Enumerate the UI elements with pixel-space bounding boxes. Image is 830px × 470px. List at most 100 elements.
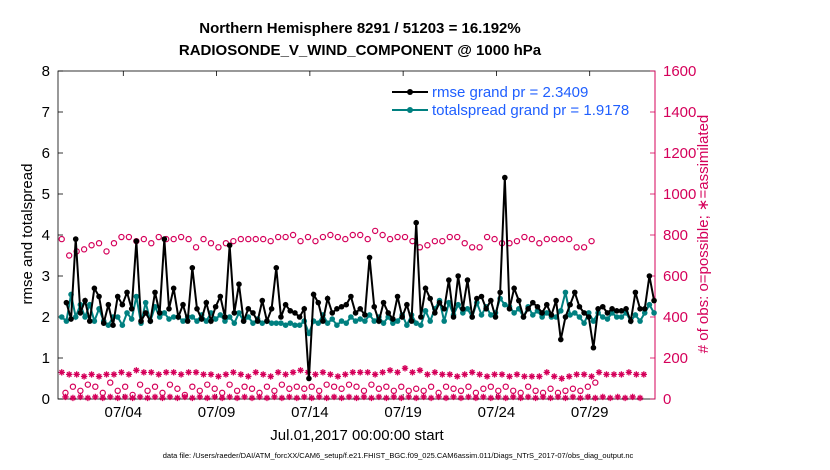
- obs-assimilated-marker: [144, 394, 151, 402]
- obs-possible-marker: [569, 385, 577, 392]
- obs-possible-marker: [371, 227, 379, 235]
- obs-possible-marker: [480, 385, 487, 392]
- rmse-point: [571, 289, 578, 296]
- rmse-point: [390, 316, 396, 322]
- obs-assimilated-marker: [409, 369, 416, 376]
- totalspread-point: [278, 320, 284, 326]
- totalspread-point: [268, 320, 275, 326]
- obs-assimilated-marker: [159, 394, 166, 402]
- rmse-point: [637, 306, 643, 312]
- obs-assimilated-marker: [539, 393, 547, 401]
- obs-assimilated-marker: [439, 371, 446, 378]
- obs-assimilated-marker: [394, 369, 401, 376]
- obs-assimilated-marker: [114, 394, 121, 402]
- x-tick-label: 07/24: [478, 404, 516, 421]
- rmse-point: [520, 314, 527, 320]
- totalspread-point: [646, 301, 653, 308]
- rmse-point: [399, 314, 406, 320]
- rmse-point: [222, 314, 228, 320]
- obs-assimilated-marker: [282, 371, 289, 378]
- rmse-point: [585, 314, 592, 320]
- rmse-point: [91, 285, 98, 292]
- totalspread-point: [571, 310, 578, 316]
- obs-assimilated-marker: [289, 369, 297, 376]
- obs-possible-marker: [551, 235, 558, 243]
- totalspread-point: [427, 318, 433, 324]
- obs-assimilated-marker: [431, 369, 439, 376]
- y-tick-label-right: 600: [663, 268, 688, 285]
- x-tick-label: 07/09: [198, 404, 236, 421]
- totalspread-point: [63, 318, 70, 324]
- obs-assimilated-marker: [420, 393, 427, 401]
- obs-assimilated-marker: [364, 369, 371, 376]
- obs-assimilated-marker: [312, 371, 319, 378]
- obs-possible-marker: [547, 385, 554, 392]
- obs-assimilated-marker: [125, 371, 133, 378]
- obs-possible-marker: [274, 233, 282, 241]
- totalspread-point: [380, 320, 387, 326]
- obs-assimilated-marker: [65, 371, 73, 378]
- rmse-point: [343, 301, 350, 308]
- rmse-point: [338, 303, 345, 310]
- rmse-point: [217, 293, 224, 300]
- obs-assimilated-marker: [260, 371, 267, 378]
- totalspread-point: [324, 320, 331, 326]
- rmse-point: [627, 318, 634, 324]
- totalspread-point: [194, 318, 200, 324]
- rmse-point: [240, 318, 247, 324]
- obs-possible-marker: [584, 383, 592, 390]
- obs-assimilated-marker: [607, 394, 614, 402]
- totalspread-point: [404, 322, 410, 329]
- obs-assimilated-marker: [315, 393, 323, 401]
- obs-assimilated-marker: [368, 394, 375, 402]
- rmse-point: [124, 289, 130, 296]
- rmse-point: [72, 236, 79, 242]
- obs-possible-marker: [278, 381, 286, 388]
- obs-possible-marker: [263, 383, 271, 390]
- rmse-point: [282, 301, 289, 308]
- rmse-point: [362, 312, 368, 318]
- obs-possible-marker: [580, 244, 588, 251]
- rmse-point: [208, 318, 214, 324]
- obs-possible-marker: [319, 233, 327, 241]
- obs-assimilated-marker: [405, 393, 412, 401]
- obs-possible-marker: [450, 385, 457, 392]
- rmse-point: [567, 301, 573, 308]
- obs-possible-marker: [577, 387, 584, 394]
- rmse-point: [296, 314, 303, 320]
- obs-assimilated-marker: [565, 373, 573, 380]
- obs-assimilated-marker: [181, 393, 189, 401]
- totalspread-point: [82, 314, 88, 320]
- rmse-point: [618, 308, 625, 314]
- totalspread-point: [124, 310, 130, 316]
- rmse-point: [142, 310, 149, 316]
- rmse-point: [641, 306, 648, 312]
- plot-area: 0 1 2 3 4 5 6 7 8 0 200 400 600 800 1000 1200 1400 1600 07…: [42, 63, 697, 421]
- obs-possible-marker: [491, 235, 498, 243]
- totalspread-point: [543, 310, 550, 316]
- obs-possible-marker: [342, 235, 349, 243]
- totalspread-point: [170, 314, 177, 320]
- obs-possible-marker: [140, 235, 148, 243]
- obs-assimilated-marker: [84, 394, 92, 402]
- obs-possible-marker: [125, 233, 133, 241]
- rmse-point: [609, 306, 615, 312]
- obs-assimilated-marker: [592, 394, 599, 402]
- obs-possible-marker: [282, 233, 289, 241]
- totalspread-point: [581, 320, 587, 326]
- rmse-point: [543, 301, 550, 308]
- obs-assimilated-marker: [413, 394, 420, 402]
- totalspread-point: [413, 320, 420, 326]
- rmse-point: [436, 299, 443, 306]
- rmse-point: [534, 303, 541, 310]
- legend-rmse-label: rmse grand pr = 2.3409: [432, 84, 588, 101]
- rmse-point: [432, 310, 438, 316]
- obs-possible-marker: [218, 389, 226, 397]
- obs-assimilated-marker: [521, 373, 528, 380]
- rmse-point: [492, 314, 499, 320]
- obs-possible-marker: [424, 242, 431, 249]
- obs-assimilated-marker: [218, 394, 226, 402]
- obs-assimilated-marker: [95, 373, 103, 380]
- totalspread-point: [562, 289, 569, 296]
- obs-assimilated-marker: [595, 369, 603, 376]
